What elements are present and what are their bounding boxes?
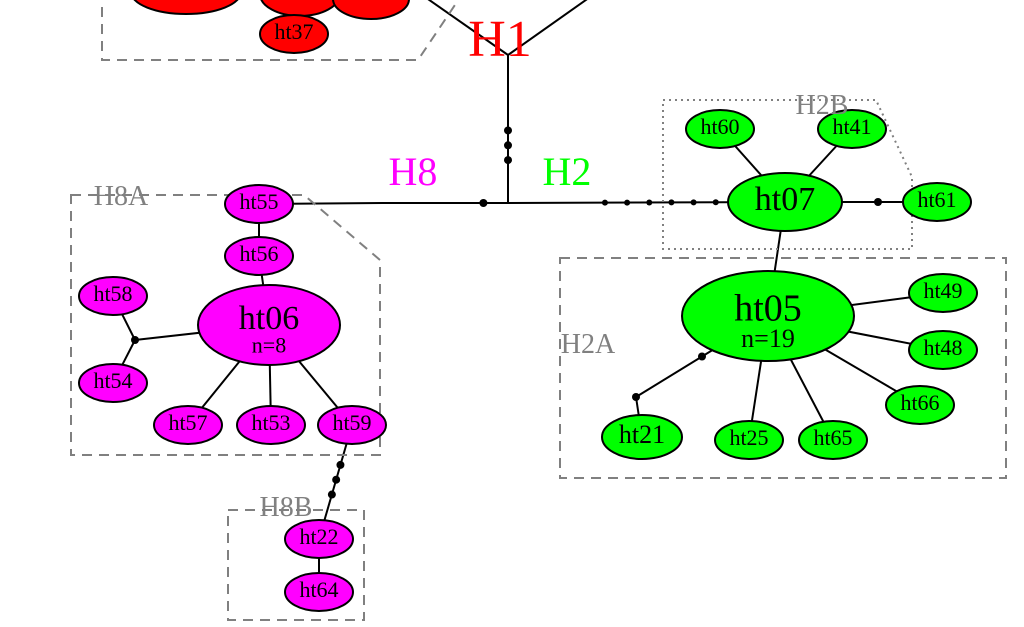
haplotype-label: ht21 (619, 420, 665, 449)
median-vector (874, 198, 882, 206)
haplotype-node-ht56: ht56 (225, 237, 293, 275)
haplotype-label: ht22 (299, 524, 338, 549)
mutation-dot (713, 199, 719, 205)
haplotype-node-ht21: ht21 (602, 415, 682, 459)
mutation-dot (332, 476, 340, 484)
haplotype-label: ht49 (923, 278, 962, 303)
median-vector (131, 336, 139, 344)
haplotype-node-ht55: ht55 (225, 185, 293, 223)
haplotype-node-ht58: ht58 (79, 277, 147, 315)
clade-label-h2: H2 (543, 149, 592, 194)
haplotype-node-ht48: ht48 (909, 331, 977, 369)
haplotype-label: ht53 (251, 410, 290, 435)
haplotype-label: ht57 (168, 410, 207, 435)
haplotype-label: ht54 (93, 368, 132, 393)
haplotype-node-ht05: ht05n=19 (682, 271, 854, 361)
haplotype-sublabel: n=19 (741, 324, 795, 353)
haplotype-label: ht60 (700, 114, 739, 139)
haplotype-label: ht56 (239, 241, 278, 266)
red-cluster-fragments (131, 0, 409, 19)
mutation-dot (646, 199, 652, 205)
haplotype-node-ht07: ht07 (728, 173, 842, 231)
mutation-dot (328, 491, 336, 499)
haplotype-sublabel: n=8 (252, 333, 286, 358)
mutation-dot (504, 126, 512, 134)
mutation-dot (691, 199, 697, 205)
haplotype-node-ht53: ht53 (237, 406, 305, 444)
haplotype-node-ht06: ht06n=8 (198, 285, 340, 365)
clade-label-h8a: H8A (94, 181, 149, 212)
median-vector (632, 393, 640, 401)
haplotype-node-ht57: ht57 (154, 406, 222, 444)
haplotype-label: ht25 (729, 425, 768, 450)
haplotype-label: ht48 (923, 335, 962, 360)
haplotype-label: ht06 (239, 300, 299, 337)
haplotype-node-ht61: ht61 (903, 183, 971, 221)
clade-label-h1: H1 (468, 11, 532, 68)
haplotype-label: ht61 (917, 187, 956, 212)
mutation-dot (504, 156, 512, 164)
haplotype-node-ht60: ht60 (686, 110, 754, 148)
mutation-dot (602, 200, 608, 206)
haplotype-label: ht59 (332, 410, 371, 435)
haplotype-label: ht07 (755, 181, 815, 218)
mutation-dot (479, 199, 487, 207)
mutation-dot (336, 461, 344, 469)
haplotype-label: ht55 (239, 189, 278, 214)
clade-label-h8: H8 (389, 149, 438, 194)
mutation-dot (698, 353, 706, 361)
haplotype-label: ht65 (813, 425, 852, 450)
haplotype-node-ht49: ht49 (909, 274, 977, 312)
haplotype-node-ht66: ht66 (886, 386, 954, 424)
haplotype-node-ht37: ht37 (260, 15, 328, 53)
haplotype-node-ht22: ht22 (285, 520, 353, 558)
clade-label-h2a: H2A (561, 329, 616, 360)
clade-label-h2b: H2B (796, 90, 849, 121)
haplotype-label: ht58 (93, 281, 132, 306)
haplotype-node-ht64: ht64 (285, 573, 353, 611)
haplotype-label: ht37 (274, 19, 313, 44)
haplotype-node-ht25: ht25 (715, 421, 783, 459)
mutation-dot (668, 199, 674, 205)
haplotype-label: ht64 (299, 577, 338, 602)
mutation-dot (504, 141, 512, 149)
haplotype-node-ht65: ht65 (799, 421, 867, 459)
haplotype-node-ht59: ht59 (318, 406, 386, 444)
clade-label-h8b: H8B (260, 492, 313, 523)
mutation-dot (624, 200, 630, 206)
haplotype-label: ht66 (900, 390, 939, 415)
haplotype-node-ht54: ht54 (79, 364, 147, 402)
